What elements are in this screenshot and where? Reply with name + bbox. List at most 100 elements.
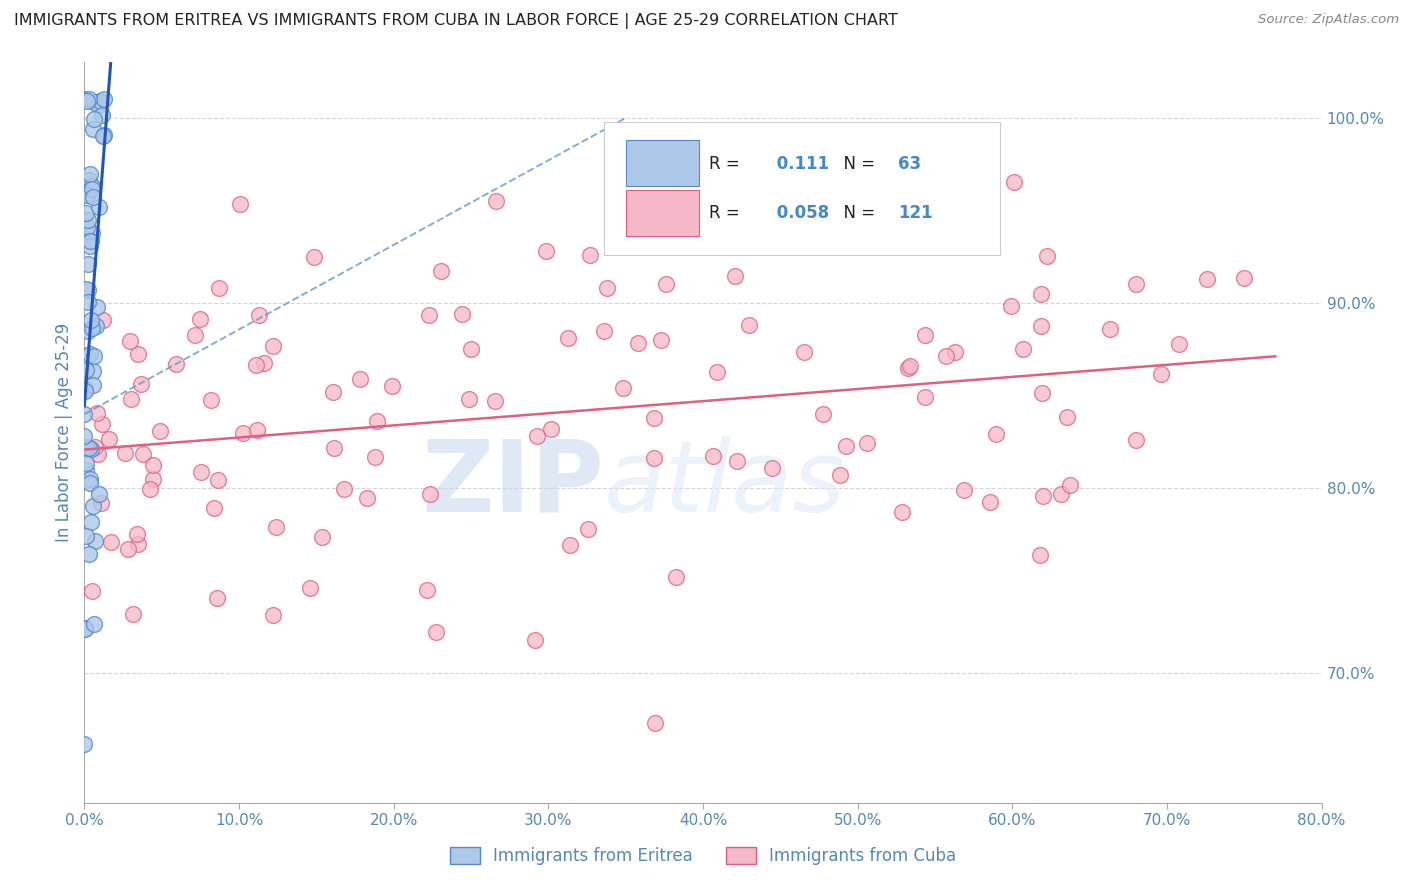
Point <box>524 632 547 647</box>
Point <box>117 541 139 556</box>
Point <box>100 535 122 549</box>
Point <box>76 187 98 202</box>
Point <box>302 251 325 265</box>
Point <box>207 473 229 487</box>
Point <box>897 361 920 376</box>
Point <box>246 423 269 437</box>
Point <box>576 522 599 536</box>
Point <box>77 441 100 455</box>
Point <box>127 347 149 361</box>
Point <box>83 617 105 632</box>
Point <box>122 607 145 622</box>
Point <box>82 499 104 513</box>
Point <box>596 281 619 295</box>
Point <box>232 425 254 440</box>
Point <box>706 366 728 380</box>
Point <box>82 190 104 204</box>
Point <box>1125 277 1147 291</box>
Point <box>131 447 153 461</box>
Text: N =: N = <box>832 204 880 222</box>
Point <box>702 450 724 464</box>
Point <box>73 429 96 443</box>
Point <box>451 307 474 321</box>
Point <box>75 442 97 457</box>
Point <box>82 122 104 136</box>
Point <box>322 385 344 400</box>
Point <box>1059 477 1081 491</box>
Point <box>87 487 110 501</box>
Point <box>79 167 101 181</box>
Point <box>1032 489 1054 503</box>
Point <box>593 324 616 338</box>
Point <box>188 311 211 326</box>
Point <box>425 625 447 640</box>
Point <box>190 466 212 480</box>
Point <box>460 343 482 357</box>
Point <box>655 277 678 291</box>
Point <box>986 426 1008 441</box>
Point <box>75 440 97 454</box>
Point <box>349 372 371 386</box>
Point <box>93 92 115 106</box>
Point <box>142 472 165 486</box>
Point <box>183 328 205 343</box>
Point <box>87 447 110 461</box>
Point <box>526 429 548 443</box>
Point <box>366 414 388 428</box>
Text: Source: ZipAtlas.com: Source: ZipAtlas.com <box>1258 13 1399 27</box>
Point <box>1031 385 1053 400</box>
Point <box>416 582 439 597</box>
Point <box>79 312 101 326</box>
Point <box>77 213 100 227</box>
Point <box>200 392 222 407</box>
Point <box>332 482 354 496</box>
Text: N =: N = <box>832 155 880 173</box>
Point <box>419 487 441 501</box>
Point <box>75 457 97 471</box>
Point <box>83 440 105 454</box>
Point <box>761 461 783 475</box>
Point <box>202 500 225 515</box>
Point <box>125 526 148 541</box>
Point <box>76 257 98 271</box>
Point <box>363 450 385 465</box>
FancyBboxPatch shape <box>626 140 699 186</box>
Point <box>311 530 333 544</box>
Point <box>83 95 105 109</box>
Point <box>79 239 101 253</box>
Point <box>86 300 108 314</box>
Point <box>891 504 914 518</box>
Point <box>138 482 160 496</box>
Point <box>484 394 506 409</box>
Point <box>1098 322 1121 336</box>
Point <box>856 436 879 450</box>
Point <box>76 324 98 338</box>
Point <box>114 446 136 460</box>
Point <box>1049 486 1071 500</box>
Point <box>79 235 101 249</box>
Point <box>165 357 187 371</box>
Point <box>1000 299 1022 313</box>
Text: R =: R = <box>709 155 745 173</box>
Point <box>127 537 149 551</box>
Point <box>75 363 97 377</box>
Point <box>612 381 634 395</box>
Point <box>80 442 103 457</box>
Point <box>626 336 648 351</box>
Point <box>811 407 834 421</box>
Y-axis label: In Labor Force | Age 25-29: In Labor Force | Age 25-29 <box>55 323 73 542</box>
Point <box>79 516 101 530</box>
Text: IMMIGRANTS FROM ERITREA VS IMMIGRANTS FROM CUBA IN LABOR FORCE | AGE 25-29 CORRE: IMMIGRANTS FROM ERITREA VS IMMIGRANTS FR… <box>14 13 898 29</box>
Text: R =: R = <box>709 204 745 222</box>
Point <box>82 377 104 392</box>
Point <box>77 294 100 309</box>
Point <box>75 621 97 635</box>
Point <box>82 182 104 196</box>
Point <box>322 441 344 455</box>
Point <box>90 417 112 431</box>
Point <box>93 128 115 142</box>
Point <box>91 108 114 122</box>
Point <box>665 569 688 583</box>
Point <box>1004 175 1026 189</box>
Point <box>247 308 270 322</box>
